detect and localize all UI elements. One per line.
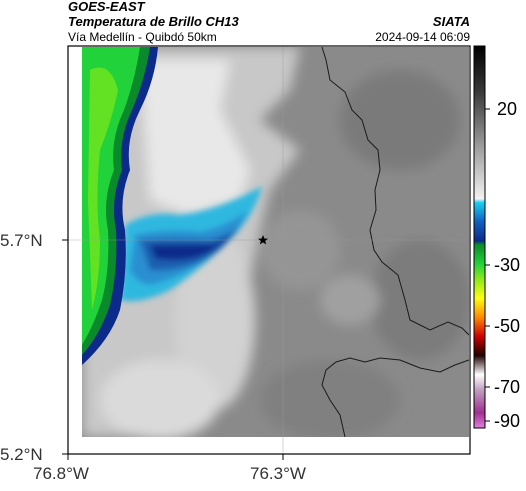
colorbar-label-minus70: -70 xyxy=(494,377,521,397)
gridlines xyxy=(68,46,470,454)
colorbar-gradient xyxy=(473,45,486,429)
lon-tick-label-1: 76.8°W xyxy=(33,464,89,483)
timestamp-label: 2024-09-14 06:09 xyxy=(375,30,470,44)
colorbar-label-minus50: -50 xyxy=(494,316,521,336)
lon-tick-label-2: 76.3°W xyxy=(250,464,306,483)
colorbar xyxy=(473,45,490,429)
organization-label: SIATA xyxy=(432,14,470,29)
admin-boundaries xyxy=(321,47,469,437)
boundary-line-1 xyxy=(321,47,469,336)
colorbar-ticks xyxy=(485,108,490,422)
location-star-icon xyxy=(258,235,268,245)
boundary-line-2 xyxy=(321,357,469,437)
map-frame xyxy=(67,45,471,455)
satellite-name: GOES-EAST xyxy=(68,0,145,14)
colorbar-label-minus30: -30 xyxy=(494,255,521,275)
lat-tick-label-1: 5.7°N xyxy=(0,231,43,250)
lat-tick-label-2: 5.2°N xyxy=(0,445,43,464)
product-title: Temperatura de Brillo CH13 xyxy=(68,14,239,29)
region-label: Vía Medellín - Quibdó 50km xyxy=(68,30,217,44)
colorbar-label-20: 20 xyxy=(497,99,518,119)
cold-cloud xyxy=(120,186,262,302)
colorbar-label-minus90: -90 xyxy=(494,411,521,431)
satellite-image xyxy=(82,47,469,437)
axis-ticks xyxy=(62,239,284,460)
deep-convection xyxy=(82,47,158,365)
